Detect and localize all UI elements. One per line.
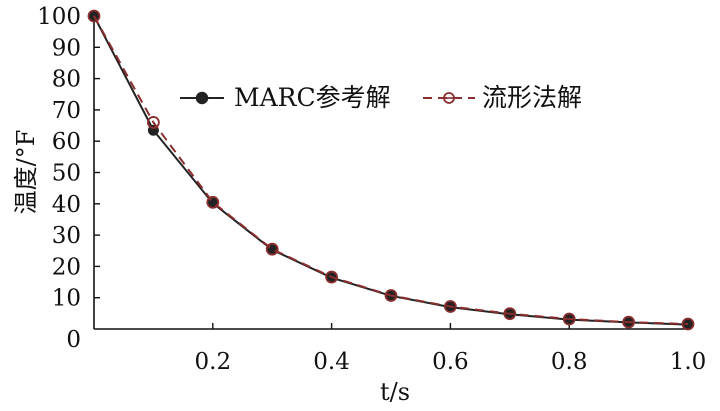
- legend-label-manifold: 流形法解: [482, 83, 582, 112]
- y-tick-label: 80: [52, 67, 81, 93]
- axes: [93, 16, 689, 330]
- data-point-manifold: [384, 289, 398, 302]
- legend-marker-manifold: [443, 92, 455, 104]
- y-tick-label: 10: [52, 286, 81, 312]
- ticks: 0 10 20 30 40 50 60 70 80 90 100 0.2 0.4 0.6 0.8 1.0: [37, 4, 706, 375]
- legend: MARC参考解 流形法解: [180, 83, 582, 112]
- y-tick-label: 50: [52, 161, 81, 187]
- y-tick-label: 90: [52, 35, 81, 61]
- data-point-manifold: [562, 312, 576, 326]
- y-tick-label: 60: [52, 129, 81, 155]
- x-tick-label: 0.4: [313, 349, 350, 375]
- x-tick-label: 0.2: [195, 349, 232, 375]
- data-point-manifold: [146, 116, 160, 129]
- data-point-manifold: [87, 9, 101, 23]
- series-layer: [87, 9, 695, 331]
- x-axis-title: t/s: [380, 378, 410, 406]
- y-tick-label: 40: [52, 192, 81, 218]
- y-tick-label: 100: [37, 4, 81, 30]
- y-tick-label: 30: [52, 223, 81, 249]
- y-tick-label: 0: [66, 327, 81, 353]
- y-tick-label: 70: [52, 98, 81, 124]
- series-line-manifold: [93, 15, 689, 325]
- data-point-manifold: [325, 270, 339, 284]
- data-point-manifold: [503, 307, 517, 321]
- data-point-manifold: [265, 242, 279, 256]
- x-tick-label: 0.8: [551, 349, 588, 375]
- series-line-marc: [93, 15, 689, 326]
- x-tick-label: 0.6: [432, 349, 469, 375]
- data-point-manifold: [622, 315, 635, 329]
- data-point-manifold: [681, 317, 695, 331]
- legend-label-marc: MARC参考解: [234, 83, 391, 112]
- data-point-manifold: [443, 300, 457, 313]
- legend-marker-marc: [195, 91, 209, 105]
- y-axis-title: 温度/°F: [12, 130, 40, 215]
- x-tick-label: 1.0: [670, 349, 707, 375]
- y-tick-label: 20: [52, 254, 81, 280]
- data-point-manifold: [206, 195, 220, 209]
